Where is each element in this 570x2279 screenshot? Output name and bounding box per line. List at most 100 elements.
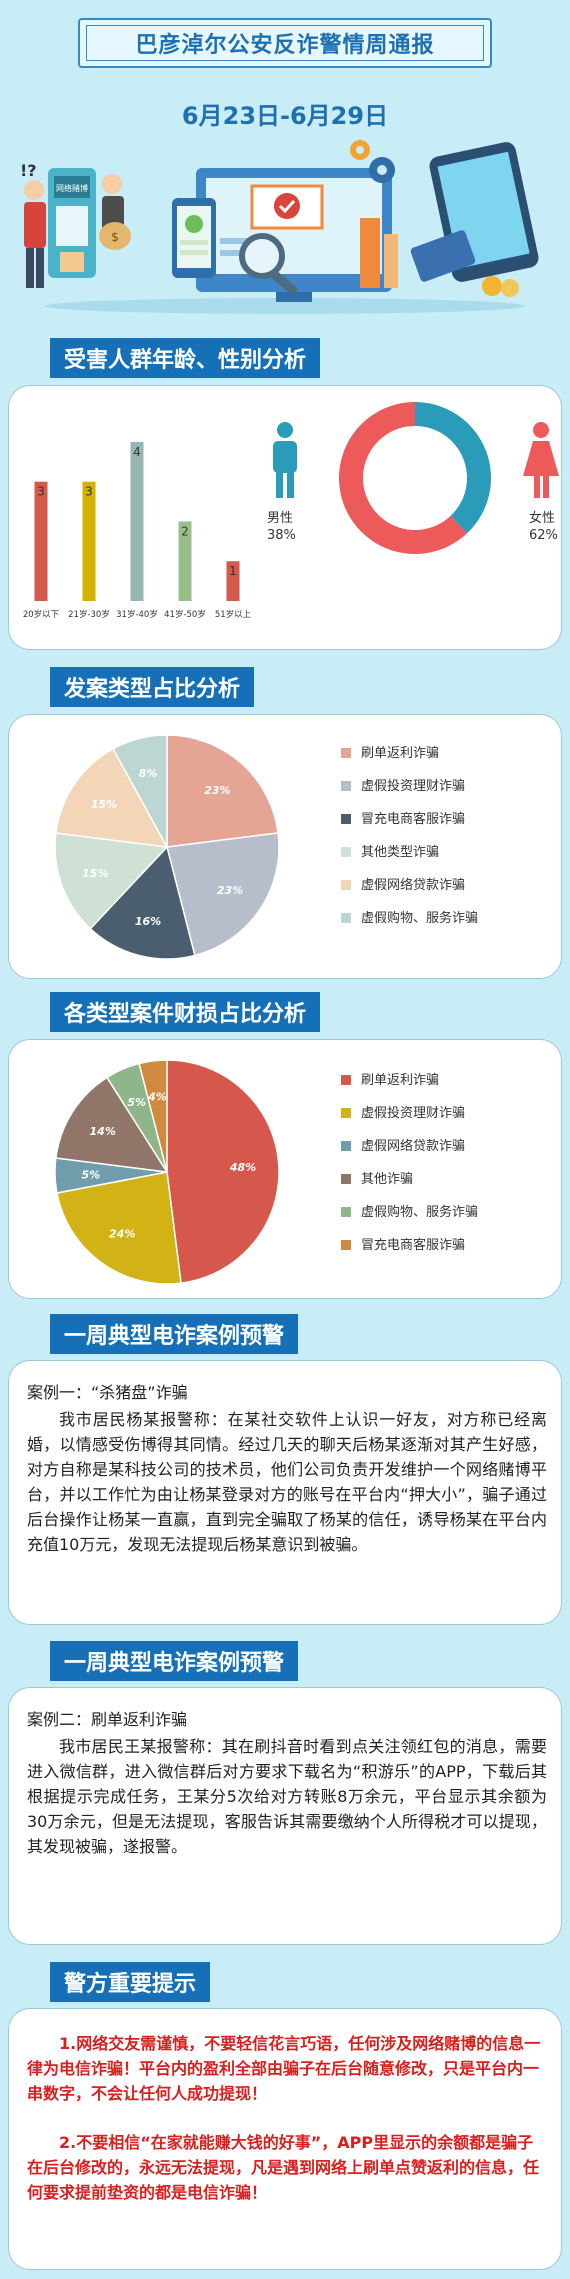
- pie-pct-label: 23%: [204, 784, 230, 797]
- x-tick-label: 20岁以下: [23, 609, 60, 620]
- section-title-tips: 警方重要提示: [50, 1962, 211, 2002]
- bar: [178, 521, 192, 601]
- svg-text:$: $: [111, 230, 119, 244]
- pie-pct-label: 48%: [229, 1161, 256, 1174]
- female-head: [533, 422, 549, 438]
- case2-heading: 案例二：刷单返利诈骗: [27, 1710, 188, 1729]
- legend-swatch: [341, 748, 351, 758]
- male-figure-icon: [273, 422, 297, 498]
- gender-pct-female: 62%: [529, 528, 558, 543]
- header-frame: 巴彦淖尔公安反诈警情周通报: [78, 18, 492, 68]
- pie-pct-label: 5%: [127, 1096, 146, 1109]
- pie-pct-label: 24%: [109, 1228, 135, 1241]
- x-tick-label: 41岁-50岁: [164, 609, 206, 620]
- pie-pct-label: 8%: [139, 767, 158, 780]
- legend-swatch: [341, 1108, 351, 1118]
- gender-label-male: 男性: [267, 511, 293, 526]
- male-head: [277, 422, 293, 438]
- donut-slice: [415, 402, 491, 534]
- pie-slice: [54, 832, 169, 930]
- pie-slice: [55, 1076, 169, 1173]
- phone-card-icon: [410, 142, 539, 297]
- worried-person-icon: !?: [20, 161, 46, 288]
- donut-slice: [339, 402, 468, 554]
- gambling-machine-icon: 网络赌博: [48, 168, 96, 278]
- pie-slice: [56, 1171, 182, 1285]
- section-title-case-type: 发案类型占比分析: [50, 667, 255, 707]
- gear-icon: [350, 140, 395, 183]
- female-leg: [534, 474, 540, 498]
- date-range: 6月23日-6月29日: [181, 102, 389, 130]
- bar: [130, 441, 144, 601]
- pie-pct-label: 16%: [135, 915, 161, 928]
- case2-panel: 案例二：刷单返利诈骗 我市居民王某报警称：其在刷抖音时看到点关注领红包的消息，需…: [8, 1687, 562, 1945]
- age-gender-panel: 3 20岁以下 3 21岁-30岁 4 31岁-40岁 2 41岁-50岁 1 51岁以上 男性 3…: [8, 385, 562, 650]
- legend-label: 冒充电商客服诈骗: [361, 1237, 465, 1253]
- pie-slice: [89, 845, 196, 960]
- case2-body: 我市居民王某报警称：其在刷抖音时看到点关注领红包的消息，需要进入微信群，进入微信…: [27, 1737, 547, 1856]
- pie-slice: [166, 734, 279, 848]
- bar-value-label: 4: [133, 445, 141, 459]
- legend-label: 虚假购物、服务诈骗: [361, 1204, 478, 1220]
- male-leg: [287, 470, 294, 498]
- male-leg: [276, 470, 283, 498]
- x-tick-label: 51岁以上: [215, 609, 252, 620]
- pie-pct-label: 5%: [82, 1168, 101, 1181]
- section-title-loss: 各类型案件财损占比分析: [50, 992, 321, 1032]
- female-leg: [543, 474, 549, 498]
- case1-panel: 案例一：“杀猪盘”诈骗 我市居民杨某报警称：在某社交软件上认识一好友，对方称已经…: [8, 1360, 562, 1625]
- legend-label: 虚假网络贷款诈骗: [361, 1138, 465, 1154]
- legend-swatch: [341, 1240, 351, 1250]
- case1-heading: 案例一：“杀猪盘”诈骗: [27, 1383, 188, 1402]
- legend-swatch: [341, 1207, 351, 1217]
- bar: [226, 561, 240, 601]
- tip-1: 1.网络交友需谨慎，不要轻信花言巧语，任何涉及网络赌博的信息一律为电信诈骗！平台…: [27, 2034, 541, 2103]
- pie-pct-label: 15%: [91, 798, 117, 811]
- bar: [34, 481, 48, 601]
- tip-2: 2.不要相信“在家就能赚大钱的好事”，APP里显示的余额都是骗子在后台修改的，永…: [27, 2133, 540, 2202]
- pie-pct-label: 15%: [82, 867, 108, 880]
- legend-label: 虚假网络贷款诈骗: [361, 877, 465, 893]
- section-title-age-gender: 受害人群年龄、性别分析: [50, 338, 321, 378]
- case-type-pie-chart: 23% 23% 16% 15% 15% 8% 刷单返利诈骗虚假投资理财诈骗冒充电商客服诈骗其…: [54, 734, 478, 960]
- hero-illustration: 网络赌博 !? $: [20, 140, 539, 314]
- male-body: [273, 441, 297, 473]
- bar-value-label: 2: [181, 524, 189, 538]
- legend-swatch: [341, 1141, 351, 1151]
- loss-panel: 48% 24% 5% 14% 5% 4% 刷单返利诈骗 虚假投资理财诈骗 虚假网络贷款诈骗 其他诈…: [8, 1039, 562, 1299]
- case-type-panel: 23% 23% 16% 15% 15% 8% 刷单返利诈骗 虚假投资理财诈骗 冒充电商客服诈骗其…: [8, 714, 562, 979]
- legend-swatch: [341, 1174, 351, 1184]
- x-tick-label: 21岁-30岁: [68, 609, 110, 620]
- bar: [82, 481, 96, 601]
- svg-text:!?: !?: [20, 161, 37, 180]
- section-title-case2: 一周典型电诈案例预警: [50, 1641, 299, 1681]
- female-figure-icon: [523, 422, 559, 498]
- legend-label: 虚假投资理财诈骗: [361, 1105, 465, 1121]
- pie-slice: [112, 734, 168, 848]
- case1-body: 我市居民杨某报警称：在某社交软件上认识一好友，对方称已经离婚，以情感受伤博得其同…: [27, 1410, 547, 1554]
- legend-label: 其他诈骗: [361, 1172, 413, 1187]
- pie-pct-label: 14%: [90, 1125, 116, 1138]
- gender-label-female: 女性: [529, 510, 555, 526]
- page-title: 巴彦淖尔公安反诈警情周通报: [135, 33, 435, 58]
- legend-swatch: [341, 1075, 351, 1085]
- legend-swatch: [341, 781, 351, 791]
- phone-icon: [172, 198, 216, 278]
- x-tick-label: 31岁-40岁: [116, 609, 158, 620]
- gender-donut-chart: 男性 38% 女性 62%: [267, 402, 559, 554]
- magnifier-icon: [239, 233, 298, 295]
- bar-value-label: 3: [37, 485, 45, 499]
- legend-label: 其他类型诈骗: [361, 845, 439, 860]
- pie-slice: [166, 832, 280, 957]
- bar-value-label: 3: [85, 485, 93, 499]
- age-bar-chart: 3 20岁以下 3 21岁-30岁 4 31岁-40岁 2 41岁-50岁 1 51岁以上: [23, 441, 252, 620]
- svg-text:网络赌博: 网络赌博: [56, 183, 88, 193]
- pie-slice: [55, 747, 169, 848]
- legend-swatch: [341, 814, 351, 824]
- legend-label: 刷单返利诈骗: [361, 746, 439, 761]
- thief-icon: $: [99, 174, 131, 250]
- legend-swatch: [341, 880, 351, 890]
- legend-label: 虚假投资理财诈骗: [361, 778, 465, 794]
- legend-label: 刷单返利诈骗: [361, 1073, 439, 1088]
- loss-pie-chart: 48%24%5%14%5% 4%刷单返利诈骗虚假投资理财诈骗虚假网络贷款诈骗其他诈…: [54, 1059, 478, 1285]
